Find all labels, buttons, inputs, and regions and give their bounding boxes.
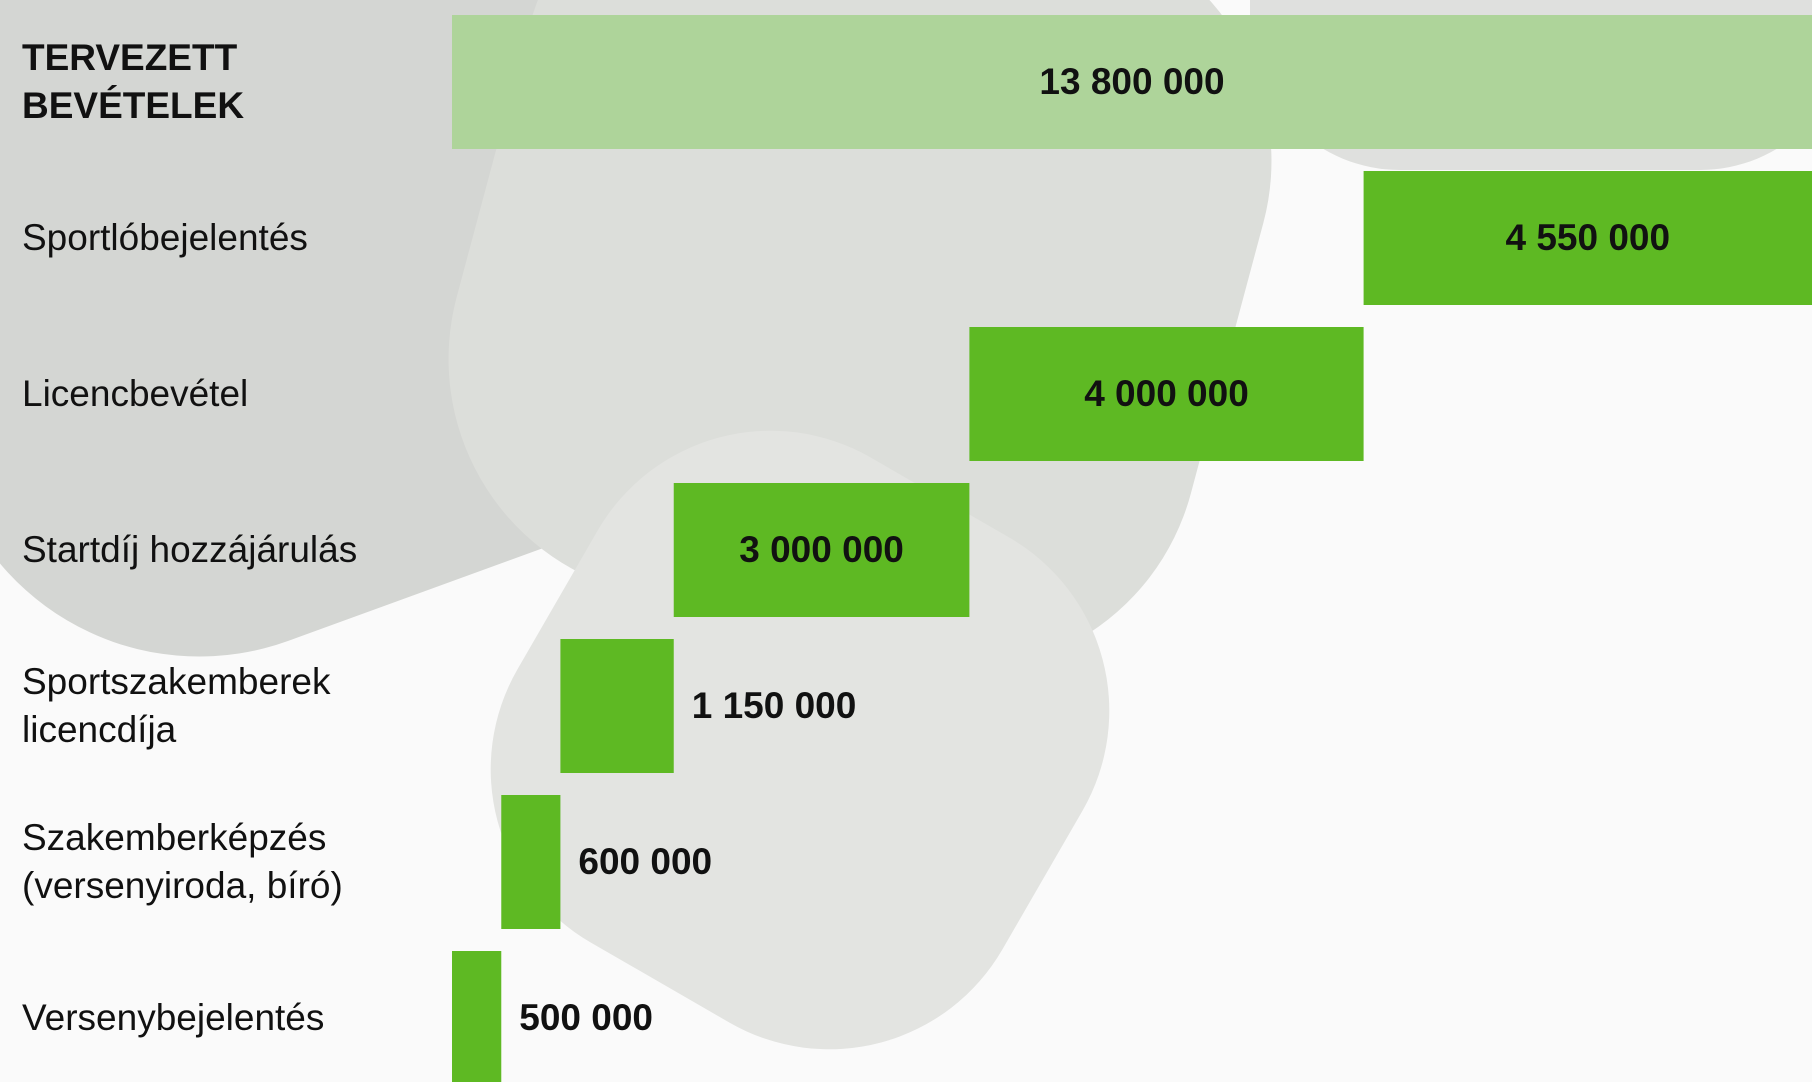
- bar: [501, 795, 561, 929]
- category-label: Sportlóbejelentés: [22, 216, 308, 258]
- category-label: TERVEZETT BEVÉTELEK: [22, 36, 245, 126]
- category-label: Licencbevétel: [22, 372, 249, 414]
- category-label: Startdíj hozzájárulás: [22, 528, 358, 570]
- value-label: 4 000 000: [1084, 373, 1249, 414]
- value-label: 600 000: [578, 841, 712, 882]
- value-label: 3 000 000: [739, 529, 904, 570]
- value-label: 4 550 000: [1505, 217, 1670, 258]
- category-label: Szakemberképzés (versenyiroda, bíró): [22, 816, 343, 906]
- category-label: Versenybejelentés: [22, 996, 325, 1038]
- value-label: 500 000: [519, 997, 653, 1038]
- bar: [969, 327, 1364, 461]
- bar: [673, 483, 970, 617]
- bar: [1363, 171, 1812, 305]
- total-bar: [452, 15, 1812, 149]
- category-label: Sportszakemberek licencdíja: [22, 660, 331, 750]
- value-label: 1 150 000: [692, 685, 857, 726]
- bar: [452, 951, 502, 1082]
- value-label: 13 800 000: [1039, 61, 1224, 102]
- bar: [560, 639, 674, 773]
